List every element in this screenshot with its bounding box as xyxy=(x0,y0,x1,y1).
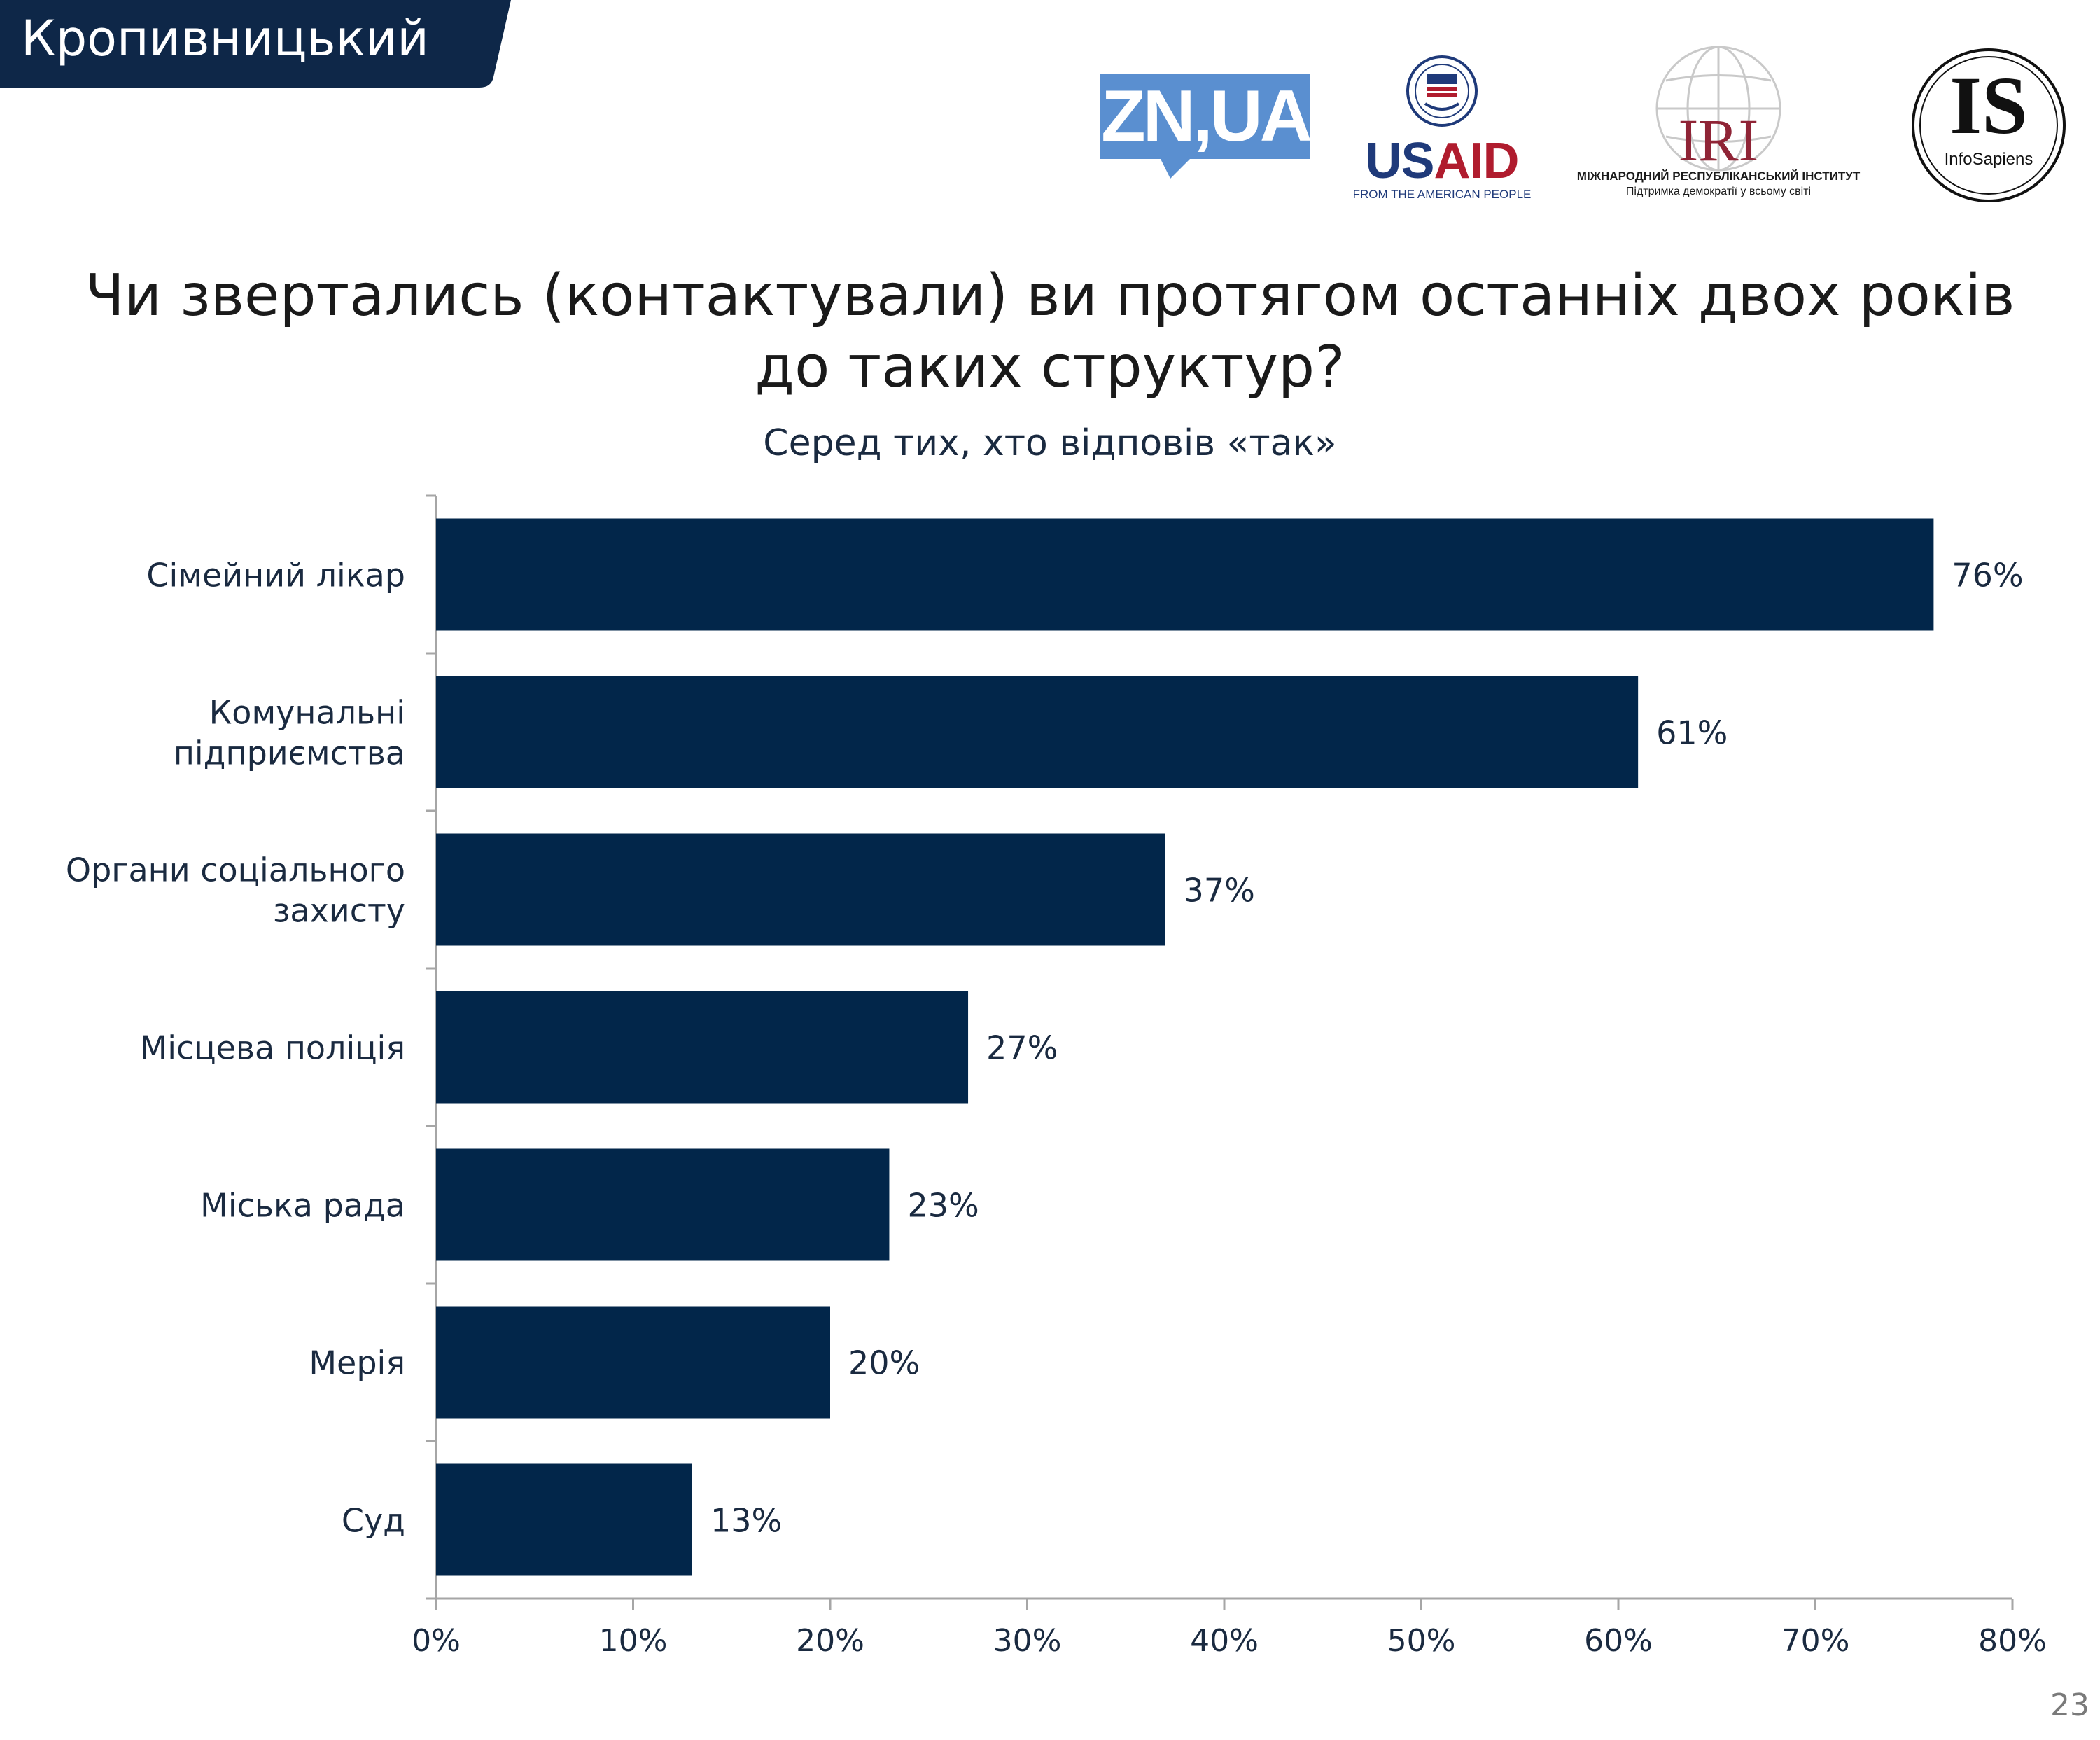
x-tick-label: 60% xyxy=(1584,1623,1653,1659)
infosapiens-logo: IS InfoSapiens xyxy=(1910,46,2068,204)
zn-ua-logo-text: ZN,UA xyxy=(1101,76,1312,157)
bar xyxy=(436,833,1166,946)
x-tick-label: 10% xyxy=(599,1623,668,1659)
x-tick-label: 80% xyxy=(1978,1623,2047,1659)
bar-value-label: 37% xyxy=(1184,872,1255,910)
chart-title-line-1: Чи звертались (контактували) ви протягом… xyxy=(85,263,2015,329)
category-label: Міська рада xyxy=(200,1187,405,1225)
bar-value-label: 23% xyxy=(907,1187,979,1225)
iri-tagline: Підтримка демократії у всьому світі xyxy=(1625,186,1812,197)
usaid-wordmark-us: US xyxy=(1365,133,1434,189)
category-label: підприємства xyxy=(174,735,405,772)
category-label: Органи соціального xyxy=(66,851,405,889)
city-label: Кропивницький xyxy=(21,10,429,67)
usaid-wordmark-aid: AID xyxy=(1434,133,1520,189)
category-label: Комунальні xyxy=(209,694,405,732)
x-tick-label: 70% xyxy=(1782,1623,1850,1659)
iri-globe-icon xyxy=(1656,46,1782,172)
infosapiens-name: InfoSapiens xyxy=(1944,150,2033,169)
x-tick-label: 0% xyxy=(412,1623,461,1659)
bar xyxy=(436,676,1639,788)
category-label: Суд xyxy=(342,1502,405,1540)
usaid-wordmark: USAID xyxy=(1351,133,1533,189)
bar xyxy=(436,1148,890,1261)
zn-ua-logo-box xyxy=(1100,74,1310,159)
category-label: Місцева поліція xyxy=(140,1029,405,1067)
usaid-seal-icon xyxy=(1406,55,1478,127)
x-tick-label: 20% xyxy=(796,1623,864,1659)
bar-value-label: 76% xyxy=(1952,557,2023,594)
bar-value-label: 61% xyxy=(1656,714,1728,752)
x-tick-label: 40% xyxy=(1190,1623,1259,1659)
bar-value-label: 27% xyxy=(986,1029,1058,1067)
iri-wordmark: IRI xyxy=(1678,106,1759,174)
iri-name-line: МІЖНАРОДНИЙ РЕСПУБЛІКАНСЬКИЙ ІНСТИТУТ xyxy=(1576,169,1861,183)
x-tick-label: 30% xyxy=(993,1623,1062,1659)
usaid-logo: USAID FROM THE AMERICAN PEOPLE xyxy=(1351,55,1533,205)
iri-logo: IRI МІЖНАРОДНИЙ РЕСПУБЛІКАНСЬКИЙ ІНСТИТУ… xyxy=(1561,42,1876,207)
bar xyxy=(436,1306,830,1419)
x-tick-label: 50% xyxy=(1387,1623,1456,1659)
category-label: Сімейний лікар xyxy=(146,557,405,594)
page-number: 23 xyxy=(2050,1687,2090,1723)
city-tab-shape xyxy=(0,0,511,88)
chart-title: Чи звертались (контактували) ви протягом… xyxy=(0,260,2100,403)
category-label: Мерія xyxy=(309,1344,405,1382)
usaid-tagline: FROM THE AMERICAN PEOPLE xyxy=(1352,188,1532,201)
bar-value-label: 20% xyxy=(848,1344,920,1382)
infosapiens-ring-icon xyxy=(1912,48,2066,202)
infosapiens-mark: IS xyxy=(1949,60,2028,151)
bar-value-label: 13% xyxy=(710,1502,782,1540)
zn-ua-logo-tail xyxy=(1160,158,1191,179)
bar xyxy=(436,991,969,1104)
bar xyxy=(436,518,1934,631)
city-tab: Кропивницький xyxy=(0,0,511,88)
zn-ua-logo: ZN,UA xyxy=(1100,74,1312,179)
category-label: захисту xyxy=(273,892,405,930)
chart-title-line-2: до таких структур? xyxy=(755,334,1345,401)
bar xyxy=(436,1463,692,1576)
chart-subtitle: Серед тих, хто відповів «так» xyxy=(763,422,1337,464)
